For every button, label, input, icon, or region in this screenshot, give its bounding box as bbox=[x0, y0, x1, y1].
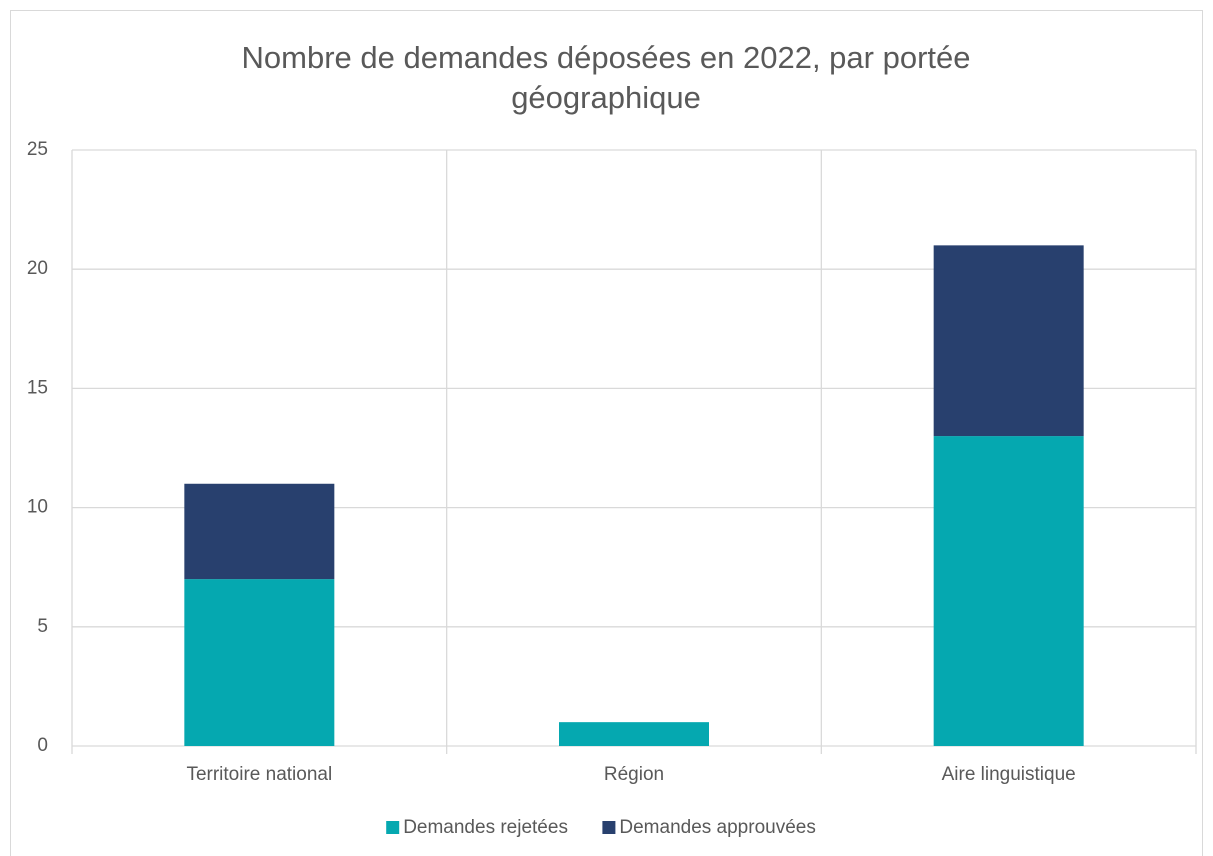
bar-segment bbox=[184, 579, 335, 746]
x-tick-label: Aire linguistique bbox=[942, 764, 1076, 785]
y-tick-label: 15 bbox=[27, 377, 48, 398]
legend-swatch bbox=[602, 821, 616, 834]
legend-label: Demandes approuvées bbox=[619, 817, 815, 838]
y-tick-label: 5 bbox=[37, 616, 48, 637]
x-tick-label: Région bbox=[604, 764, 664, 785]
bar-segment bbox=[184, 483, 335, 580]
bar-segment bbox=[933, 245, 1084, 437]
y-tick-label: 10 bbox=[27, 497, 48, 518]
y-tick-label: 25 bbox=[27, 139, 48, 160]
bar-segment bbox=[559, 722, 709, 746]
legend-label: Demandes rejetées bbox=[403, 817, 568, 838]
y-tick-label: 20 bbox=[27, 258, 48, 279]
legend-swatch bbox=[386, 821, 400, 834]
y-tick-label: 0 bbox=[37, 735, 48, 756]
chart-title: Nombre de demandes déposées en 2022, par… bbox=[241, 40, 971, 115]
bar-segment bbox=[933, 436, 1084, 746]
chart-frame bbox=[10, 10, 1203, 856]
x-tick-label: Territoire national bbox=[186, 764, 332, 785]
